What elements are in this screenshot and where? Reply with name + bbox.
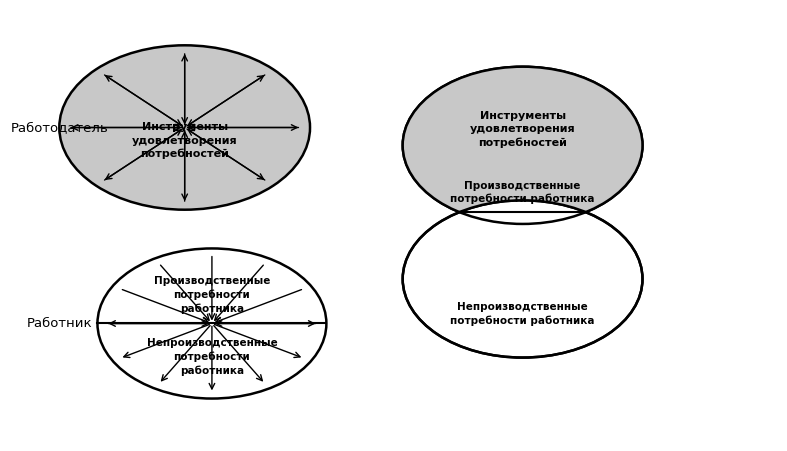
Text: Работодатель: Работодатель [10, 121, 108, 134]
Ellipse shape [403, 200, 642, 358]
Ellipse shape [59, 45, 310, 210]
Ellipse shape [98, 249, 327, 399]
Text: Непроизводственные
потребности работника: Непроизводственные потребности работника [450, 302, 595, 326]
Text: Работник: Работник [27, 317, 92, 330]
Text: Производственные
потребности
работника: Производственные потребности работника [153, 276, 270, 314]
Ellipse shape [403, 67, 642, 224]
Polygon shape [403, 67, 642, 212]
Text: Непроизводственные
потребности
работника: Непроизводственные потребности работника [146, 338, 277, 376]
Text: Инструменты
удовлетворения
потребностей: Инструменты удовлетворения потребностей [132, 122, 238, 159]
Text: Инструменты
удовлетворения
потребностей: Инструменты удовлетворения потребностей [470, 111, 575, 148]
Text: Производственные
потребности работника: Производственные потребности работника [450, 180, 595, 204]
